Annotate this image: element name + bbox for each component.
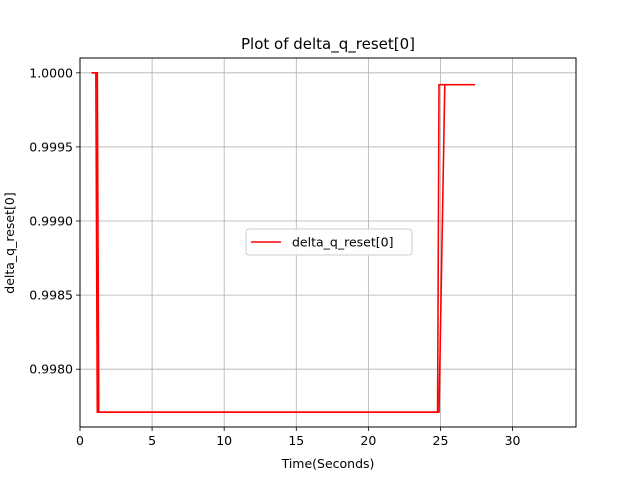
grid [79, 58, 576, 427]
y-tick-label: 0.9995 [29, 139, 73, 154]
x-tick-label: 0 [76, 433, 84, 448]
chart-title: Plot of delta_q_reset[0] [241, 35, 415, 54]
y-tick-label: 0.9985 [29, 288, 73, 303]
legend-label: delta_q_reset[0] [292, 235, 393, 250]
x-tick-label: 30 [505, 433, 521, 448]
y-tick-label: 1.0000 [29, 65, 73, 80]
y-tick-label: 0.9990 [29, 214, 73, 229]
x-tick-label: 15 [288, 433, 304, 448]
x-tick-label: 20 [360, 433, 376, 448]
ticks: 0 5 10 15 20 25 30 0.9980 0.9985 0.9990 0.9995 1.00… [29, 65, 520, 448]
x-tick-label: 10 [216, 433, 232, 448]
y-tick-label: 0.9980 [29, 362, 73, 377]
series-line-1 [91, 72, 446, 413]
legend-box [245, 228, 413, 256]
x-tick-label: 5 [148, 433, 156, 448]
y-axis-label: delta_q_reset[0] [2, 192, 17, 293]
series-group [91, 72, 476, 413]
x-tick-label: 25 [433, 433, 449, 448]
plot-frame [79, 57, 577, 428]
legend: delta_q_reset[0] [245, 228, 413, 256]
x-axis-label: Time(Seconds) [281, 456, 375, 471]
